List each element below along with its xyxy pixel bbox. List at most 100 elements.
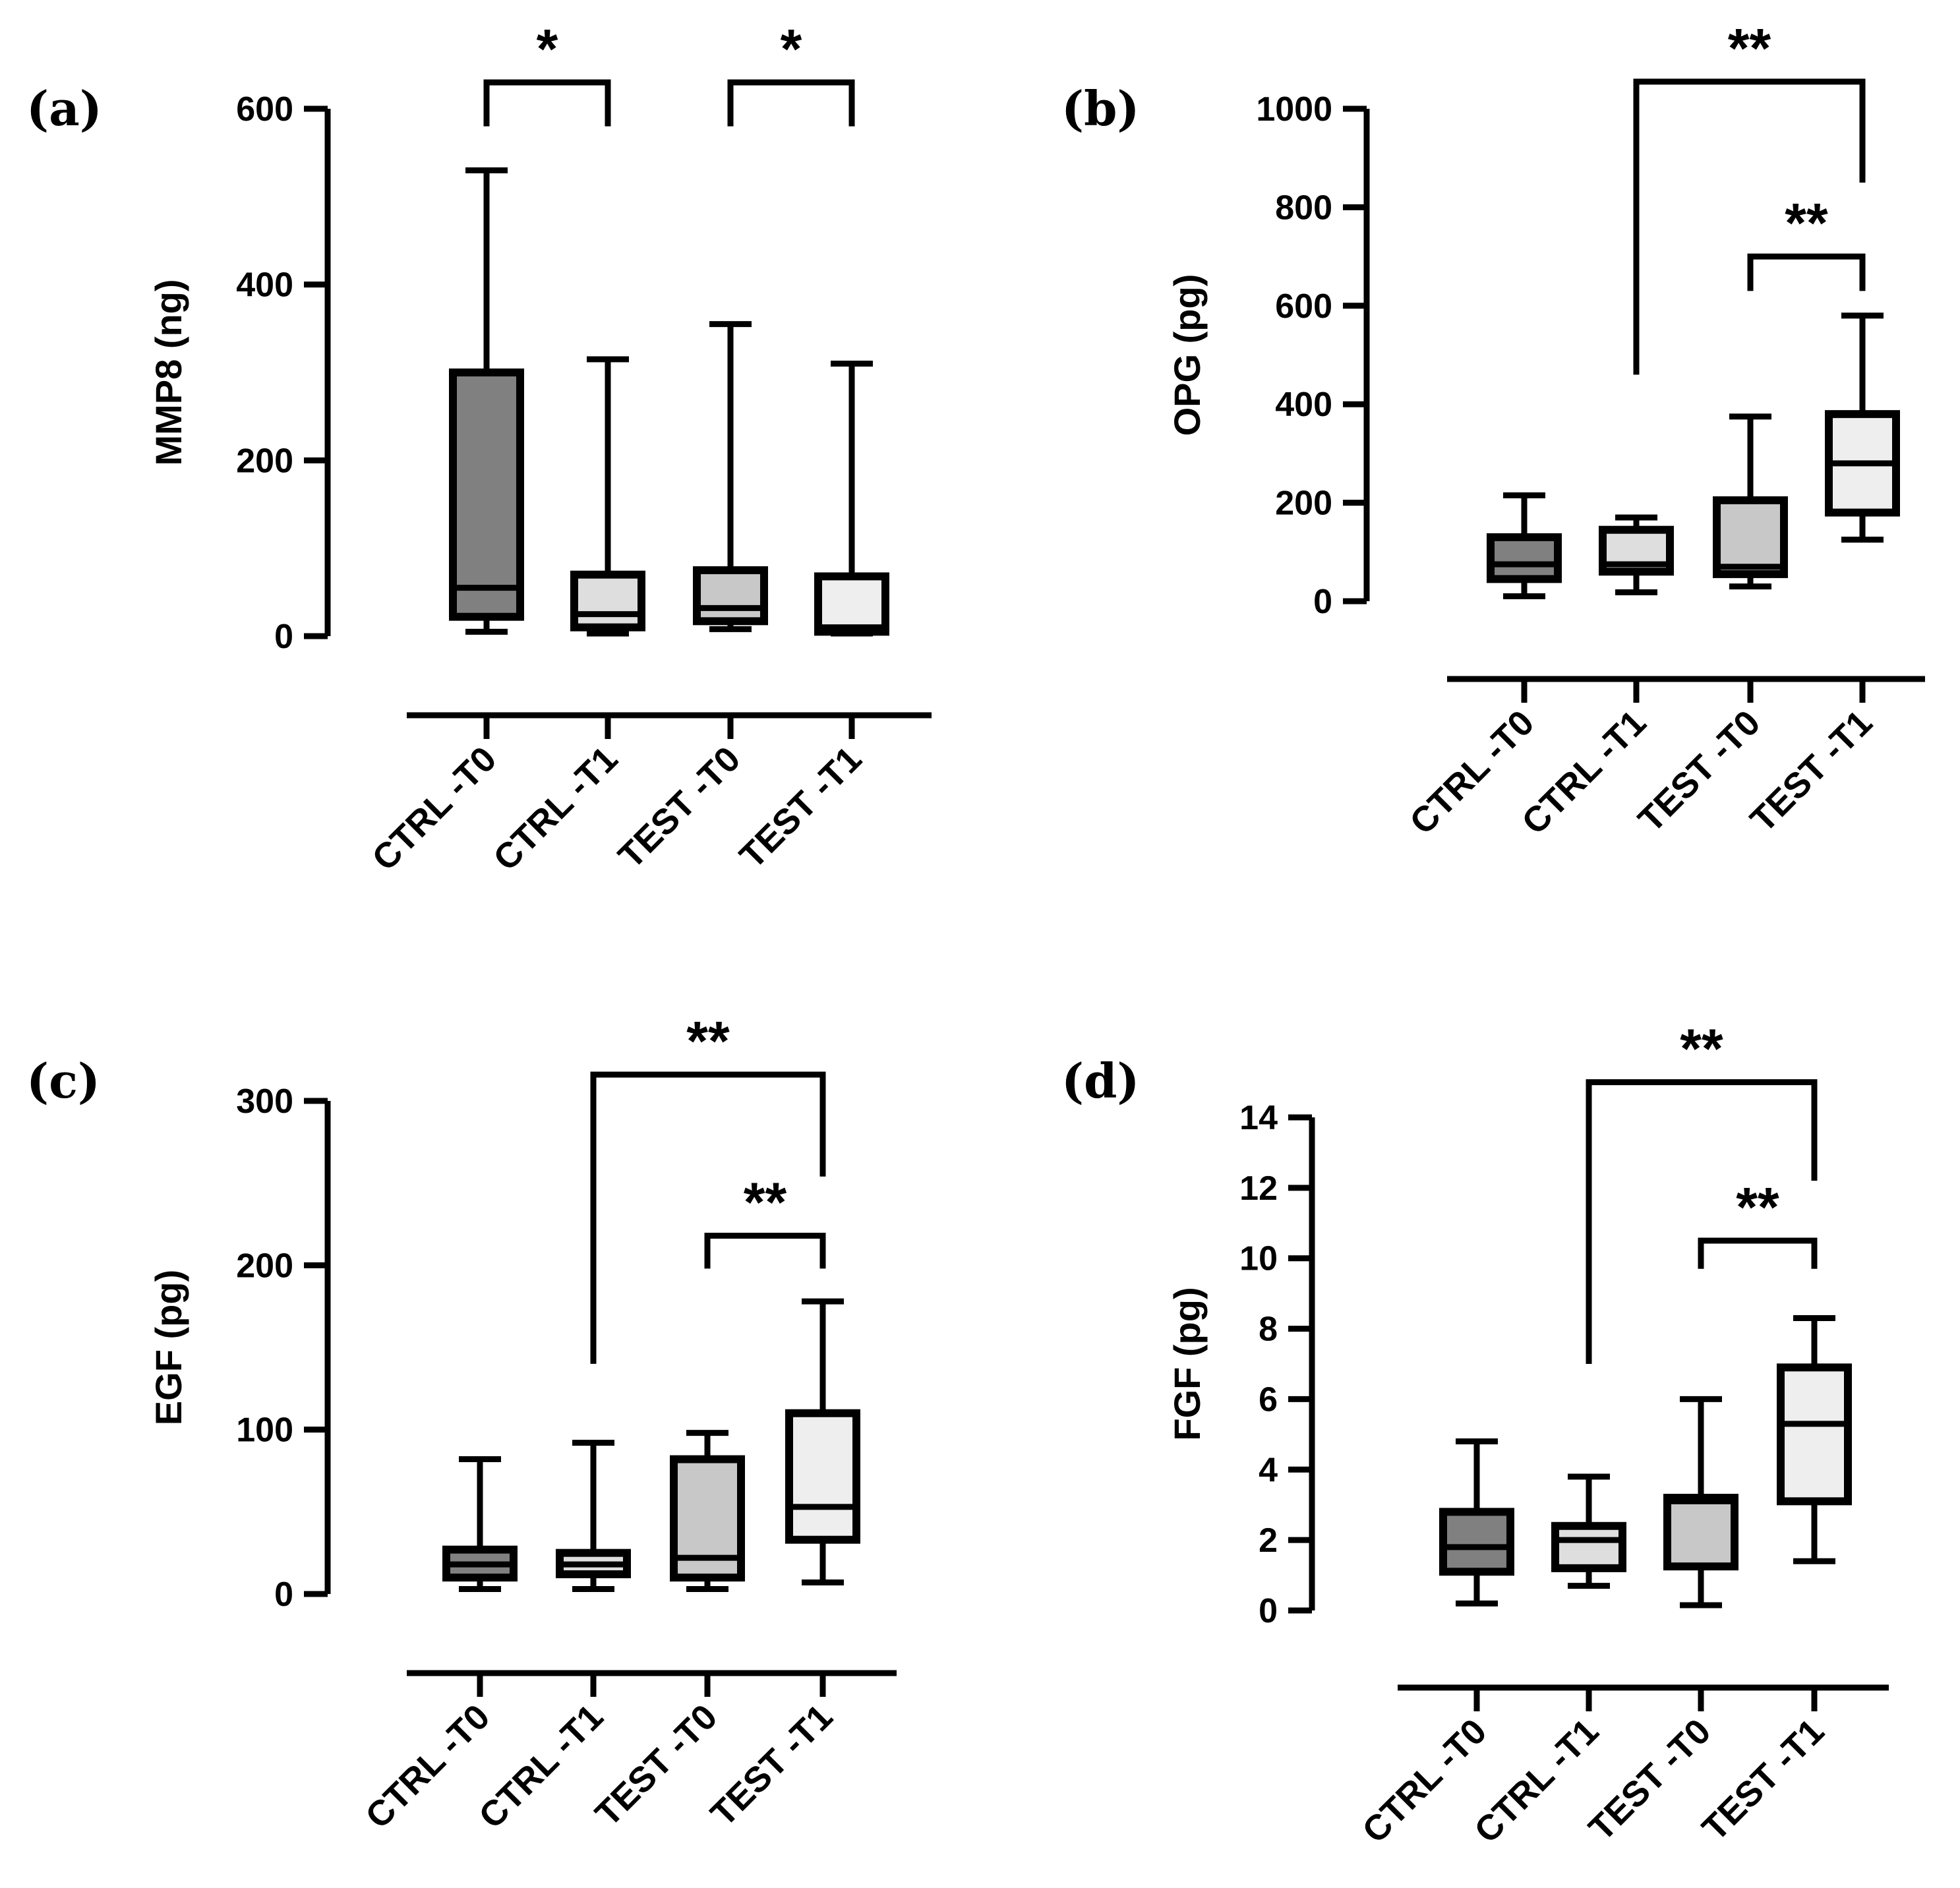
y-tick-label: 0: [274, 1576, 293, 1614]
box-body: [785, 1409, 860, 1544]
y-tick-label: 10: [1239, 1240, 1278, 1278]
x-tick-label: TEST -T1: [1743, 703, 1880, 840]
y-tick-label: 200: [236, 1247, 293, 1285]
y-tick-label: 600: [1275, 287, 1332, 326]
panel-label: (c): [26, 1053, 100, 1109]
x-tick-label: CTRL -T0: [358, 1697, 497, 1836]
y-tick-label: 1000: [1256, 90, 1332, 129]
box-2: [1551, 1473, 1626, 1589]
significance-bracket-1: **: [1633, 17, 1866, 375]
box-body: [1713, 496, 1788, 578]
bracket-line: [1698, 1237, 1818, 1269]
box-body: [693, 566, 768, 626]
x-tick-label: CTRL -T1: [1514, 703, 1653, 842]
x-tick-label: TEST -T1: [703, 1697, 841, 1834]
box-2: [570, 356, 645, 637]
box-4: [1777, 1315, 1852, 1564]
y-tick-label: 400: [1275, 386, 1332, 424]
bracket-line: [704, 1232, 826, 1269]
significance-bracket-2: *: [727, 18, 855, 127]
y-tick-label: 0: [1313, 583, 1332, 621]
significance-bracket-1: **: [590, 1010, 826, 1364]
box-2: [1599, 514, 1674, 596]
box-3: [693, 321, 768, 632]
box-2: [556, 1440, 631, 1593]
significance-bracket-2: **: [1747, 192, 1866, 291]
significance-label: **: [1728, 17, 1771, 79]
y-tick-label: 0: [274, 618, 293, 656]
significance-label: **: [1736, 1176, 1779, 1238]
y-tick-label: 600: [236, 90, 293, 129]
bracket-line: [483, 79, 611, 127]
box-body: [1663, 1494, 1738, 1571]
box-body: [1551, 1521, 1626, 1572]
box-1: [449, 167, 524, 635]
significance-label: **: [744, 1171, 787, 1233]
significance-label: **: [1680, 1018, 1723, 1080]
box-4: [1825, 312, 1900, 543]
box-body: [1439, 1508, 1514, 1576]
x-tick-label: CTRL -T1: [471, 1697, 610, 1836]
x-tick-label: TEST -T0: [1631, 703, 1768, 840]
box-1: [442, 1456, 518, 1593]
y-tick-label: 100: [236, 1411, 293, 1450]
bracket-line: [727, 79, 855, 127]
significance-bracket-1: *: [483, 18, 611, 127]
y-axis-title: FGF (pg): [1166, 1287, 1208, 1440]
box-3: [1713, 413, 1788, 590]
bracket-line: [590, 1071, 826, 1364]
box-body: [570, 570, 645, 632]
x-tick-label: CTRL -T1: [1467, 1711, 1606, 1850]
box-4: [785, 1298, 860, 1586]
box-body: [1777, 1363, 1852, 1506]
significance-label: *: [781, 18, 802, 80]
box-4: [814, 361, 889, 637]
box-1: [1487, 492, 1562, 600]
box-body: [1487, 533, 1562, 583]
significance-label: **: [1785, 192, 1828, 254]
y-tick-label: 300: [236, 1082, 293, 1121]
y-tick-label: 800: [1275, 189, 1332, 227]
box-3: [1663, 1396, 1738, 1608]
y-tick-label: 0: [1259, 1592, 1278, 1630]
panel-label: (d): [1061, 1053, 1139, 1109]
y-tick-label: 200: [236, 442, 293, 480]
y-tick-label: 2: [1259, 1521, 1278, 1560]
x-tick-label: TEST -T1: [1695, 1711, 1832, 1848]
bracket-line: [1747, 253, 1866, 291]
significance-label: **: [686, 1010, 730, 1072]
box-body: [449, 369, 524, 621]
y-tick-label: 200: [1275, 485, 1332, 523]
significance-label: *: [537, 18, 558, 80]
x-tick-label: CTRL -T0: [365, 739, 504, 878]
x-tick-label: TEST -T0: [588, 1697, 725, 1834]
box-body: [814, 572, 889, 636]
panel-label: (a): [26, 80, 102, 136]
y-tick-label: 14: [1239, 1099, 1278, 1137]
x-tick-label: TEST -T0: [611, 739, 748, 876]
y-tick-label: 400: [236, 266, 293, 305]
x-tick-label: CTRL -T1: [486, 739, 625, 878]
significance-bracket-2: **: [1698, 1176, 1818, 1269]
significance-bracket-2: **: [704, 1171, 826, 1269]
y-axis-title: EGF (pg): [148, 1270, 189, 1425]
y-tick-label: 6: [1259, 1380, 1278, 1419]
y-tick-label: 8: [1259, 1311, 1278, 1349]
bracket-line: [1633, 78, 1866, 375]
y-tick-label: 12: [1239, 1169, 1278, 1208]
box-3: [670, 1430, 745, 1593]
y-axis-title: MMP8 (ng): [148, 279, 189, 465]
significance-bracket-1: **: [1586, 1018, 1818, 1364]
bracket-line: [1586, 1079, 1818, 1364]
box-1: [1439, 1438, 1514, 1607]
x-tick-label: TEST -T1: [732, 739, 870, 876]
panel-label: (b): [1061, 80, 1139, 136]
x-tick-label: TEST -T0: [1582, 1711, 1719, 1848]
y-tick-label: 4: [1259, 1451, 1278, 1489]
y-axis-title: OPG (pg): [1166, 274, 1208, 436]
